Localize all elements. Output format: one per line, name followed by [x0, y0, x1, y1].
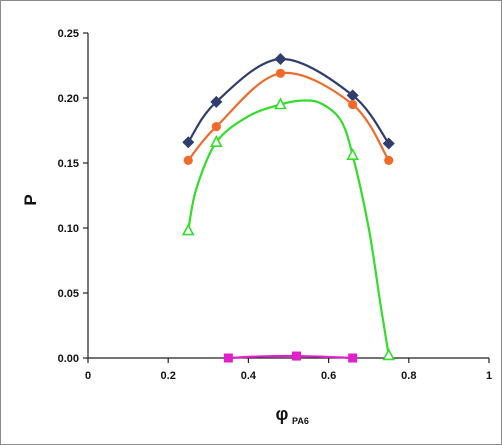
y-tick-label: 0.20 [58, 93, 79, 105]
y-tick-label: 0.05 [58, 288, 79, 300]
data-point [348, 353, 358, 363]
data-point [210, 95, 223, 108]
data-point [209, 134, 223, 147]
x-axis-title-subscript: PA6 [292, 416, 309, 426]
y-axis-title: P [21, 194, 40, 205]
x-tick-label: 0.8 [401, 370, 416, 382]
data-point [346, 89, 359, 102]
x-tick-label: 0.4 [241, 370, 257, 382]
data-point [275, 68, 286, 78]
series-line [187, 71, 390, 162]
data-point [274, 97, 287, 110]
labels: 0.00 0.05 0.10 0.15 0.20 0.25 0 0.2 0.4 0.6 0.8 1 Pφ… [21, 28, 492, 426]
series-square [223, 351, 358, 363]
series-circle [183, 68, 394, 165]
series-diamond [182, 53, 395, 150]
data-point [384, 155, 394, 165]
y-tick-label: 0.15 [58, 158, 79, 170]
series-line [187, 99, 390, 356]
data-point [274, 53, 287, 65]
axes [83, 32, 490, 363]
x-tick-label: 0.2 [161, 370, 176, 382]
data-point [292, 351, 302, 361]
data-point [211, 122, 221, 132]
data-point [182, 136, 195, 149]
x-axis-title: φ [276, 404, 289, 424]
series-layer [181, 53, 396, 363]
series-triangle [181, 97, 396, 361]
y-tick-label: 0.25 [58, 28, 79, 40]
x-tick-label: 0 [85, 370, 91, 382]
data-point [183, 155, 193, 165]
data-point [382, 348, 396, 361]
data-point [348, 99, 358, 110]
data-point [382, 137, 395, 150]
data-point [223, 353, 233, 363]
x-tick-label: 1 [486, 370, 492, 382]
x-tick-label: 0.6 [321, 370, 336, 382]
data-point [181, 223, 195, 236]
data-point [346, 147, 359, 160]
y-tick-label: 0.00 [58, 353, 79, 365]
y-tick-label: 0.10 [58, 223, 79, 235]
